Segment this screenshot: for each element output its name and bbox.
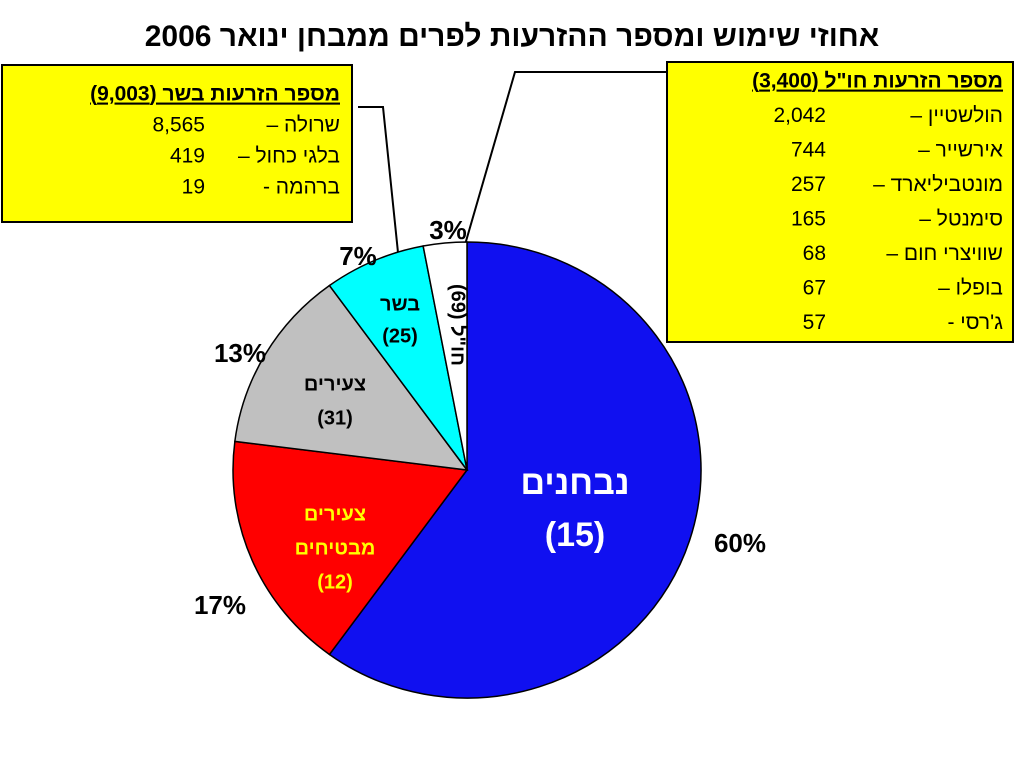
slice-label: (25) [382,325,418,347]
slice-label: חו"ל (69) [447,284,469,366]
annotation-name: הולשטיין – [910,104,1003,127]
connector [459,71,667,263]
annotation-name: אירשייר – [918,139,1003,162]
annotation-name: בופלו – [938,277,1003,300]
annotation-box [666,61,1014,343]
annotation-value: 19 [182,176,205,199]
annotation-name: בלגי כחול – [238,145,340,168]
annotation-value: 68 [803,242,826,265]
slice-label: מבטיחים [295,537,376,559]
slice-label: צעירים [304,503,366,525]
annotation-title: מספר הזרעות בשר (9,003) [90,83,340,106]
annotation-name: ברהמה - [263,176,340,199]
annotation-name: סימנטל – [919,208,1003,231]
annotation-name: ג'רסי - [947,311,1003,334]
percent-label: 13% [214,338,266,368]
pie-slice [328,241,702,699]
slice-label: (31) [317,407,353,429]
chart-title: אחוזי שימוש ומספר ההזרעות לפרים ממבחן ינ… [145,20,880,53]
annotation-value: 2,042 [773,104,826,127]
annotation-value: 8,565 [152,114,205,137]
pie-slice [234,284,469,471]
percent-label: 17% [194,590,246,620]
annotation-value: 744 [791,139,826,162]
percent-label: 7% [339,241,377,271]
pie-slice [422,241,468,471]
annotation-name: שרולה – [266,114,340,137]
pie-slice [232,440,469,656]
slice-label: צעירים [304,373,366,395]
slice-label: (15) [545,516,605,554]
annotation-box [1,64,353,223]
annotation-value: 57 [803,311,826,334]
annotation-name: שוויצרי חום – [886,242,1003,265]
connector [358,106,401,273]
annotation-value: 257 [791,173,826,196]
pie-slice [328,245,468,471]
annotation-value: 67 [803,277,826,300]
slice-label: נבחנים [521,464,630,502]
annotation-name: מונטביליארד – [873,173,1003,196]
percent-label: 3% [429,215,467,245]
annotation-title: מספר הזרעות חו"ל (3,400) [752,70,1003,93]
percent-label: 60% [714,528,766,558]
annotation-value: 165 [791,208,826,231]
slice-label: בשר [380,293,420,315]
slice-label: (12) [317,571,353,593]
annotation-value: 419 [170,145,205,168]
